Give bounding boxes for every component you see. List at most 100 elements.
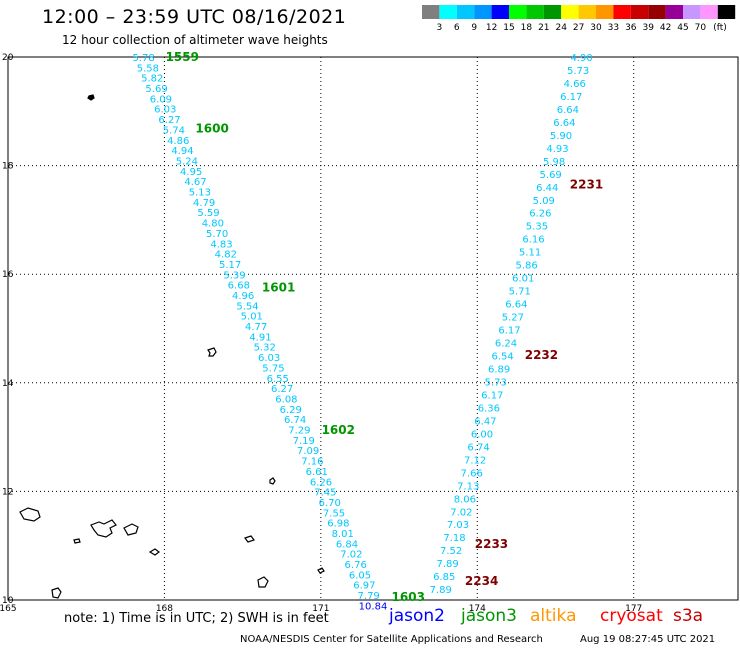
swh-value: 6.05: [349, 570, 371, 581]
swh-value: 6.26: [310, 477, 332, 488]
swh-value: 5.98: [543, 157, 565, 168]
swh-value: 6.29: [280, 405, 302, 416]
sat-cryosat: cryosat: [600, 606, 663, 626]
legend-swatch: [700, 5, 718, 19]
legend-tick: 36: [625, 23, 637, 33]
swh-value: 6.27: [271, 384, 293, 395]
legend-swatch: [648, 5, 666, 19]
swh-value: 7.09: [297, 446, 319, 457]
legend-tick: 42: [660, 23, 671, 33]
legend-swatch: [613, 5, 631, 19]
swh-value: 6.17: [481, 390, 503, 401]
swh-value: 7.03: [447, 520, 469, 531]
swh-value: 4.90: [570, 53, 592, 64]
swh-value: 6.03: [258, 353, 280, 364]
islands: [19, 94, 325, 599]
swh-value: 5.35: [526, 222, 548, 233]
pass-times: 1559 1600 1601 1602 1603 2231 2232 2233 2234: [166, 50, 604, 604]
swh-value: 5.73: [567, 66, 589, 77]
legend-tick: 33: [608, 23, 619, 33]
page-subtitle: 12 hour collection of altimeter wave hei…: [62, 33, 328, 47]
swh-value: 5.13: [189, 188, 211, 199]
footer-note: note: 1) Time is in UTC; 2) SWH is in fe…: [64, 611, 329, 626]
swh-value: 6.44: [536, 183, 558, 194]
lat-tick-label: 20: [2, 53, 14, 63]
island: [87, 94, 95, 101]
swh-value: 7.55: [323, 508, 345, 519]
swh-value: 5.70: [206, 229, 228, 240]
swh-value: 5.39: [223, 270, 245, 281]
swh-value: 5.32: [254, 343, 276, 354]
swh-value: 6.36: [478, 403, 500, 414]
sat-s3a: s3a: [673, 606, 704, 626]
legend-swatch: [717, 5, 736, 19]
lon-tick-label: 171: [312, 604, 329, 614]
swh-value: 7.79: [358, 591, 380, 602]
swh-value: 7.02: [450, 507, 472, 518]
swh-value: 4.94: [171, 146, 193, 157]
generated-timestamp: Aug 19 08:27:45 UTC 2021: [580, 634, 716, 645]
swh-value: 6.17: [560, 92, 582, 103]
island: [19, 507, 41, 522]
swh-value: 7.66: [461, 468, 483, 479]
swh-value: 6.64: [505, 300, 527, 311]
swh-value: 6.17: [498, 326, 520, 337]
swh-value: 5.86: [515, 261, 537, 272]
lat-tick-label: 12: [2, 487, 13, 497]
legend-swatch: [509, 5, 527, 19]
axis-labels: 165 168 171 174 177 20 18 16 14 12 10: [0, 53, 642, 614]
swh-value: 6.85: [433, 572, 455, 583]
swh-value: 5.90: [550, 131, 572, 142]
island: [123, 523, 139, 536]
swh-value: 5.78: [132, 53, 154, 64]
swh-value: 8.01: [332, 529, 354, 540]
lat-tick-label: 10: [2, 596, 14, 606]
legend-tick: 9: [471, 23, 477, 33]
swh-value: 5.75: [262, 363, 284, 374]
legend-swatch: [665, 5, 683, 19]
island: [90, 519, 117, 538]
swh-value: 4.82: [215, 250, 237, 261]
swh-value: 6.55: [267, 374, 289, 385]
swh-value: 7.52: [440, 546, 462, 557]
swh-value: 7.29: [288, 426, 310, 437]
swh-value: 6.54: [491, 352, 513, 363]
pass-time-label: 1603: [392, 590, 425, 604]
legend-tick: 12: [486, 23, 497, 33]
legend-tick: 21: [538, 23, 549, 33]
satellite-legend: jason2 jason3 altika cryosat s3a: [0, 606, 740, 630]
swh-value: 7.45: [314, 488, 336, 499]
lat-tick-label: 14: [2, 379, 14, 389]
wave-height-legend: 3 6 9 12 15 18 21 24 27 30 33 36 39 42 45 70 (ft): [422, 5, 736, 33]
swh-value: 6.08: [275, 394, 297, 405]
swh-value: 4.67: [184, 177, 206, 188]
legend-tick: 3: [437, 23, 443, 33]
swh-value: 6.09: [150, 94, 172, 105]
legend-swatch: [422, 5, 440, 19]
swh-value: 7.89: [437, 559, 459, 570]
legend-tick: 70: [695, 23, 707, 33]
legend-swatch: [578, 5, 596, 19]
swh-value: 4.80: [202, 219, 224, 230]
credit-line: NOAA/NESDIS Center for Satellite Applica…: [240, 634, 543, 645]
swh-value: 6.61: [306, 467, 328, 478]
swh-value: 6.74: [284, 415, 306, 426]
swh-value: 5.74: [163, 125, 185, 136]
swh-value: 5.54: [236, 301, 258, 312]
swh-value: 5.73: [485, 377, 507, 388]
legend-tick: 24: [555, 23, 567, 33]
swh-value: 5.01: [241, 312, 263, 323]
swh-value: 5.11: [519, 248, 541, 259]
legend-swatch: [630, 5, 649, 19]
altimeter-tracks: 5.785.585.825.696.096.036.275.744.864.94…: [132, 53, 592, 612]
lon-tick-label: 165: [0, 604, 17, 614]
legend-tick: 45: [677, 23, 688, 33]
pass-time-label: 2234: [465, 574, 498, 588]
island: [73, 538, 81, 544]
swh-value: 6.64: [557, 105, 579, 116]
swh-value: 6.24: [495, 339, 517, 350]
legend-swatch: [491, 5, 509, 19]
swh-value: 6.74: [467, 442, 489, 453]
swh-value: 6.47: [474, 416, 496, 427]
